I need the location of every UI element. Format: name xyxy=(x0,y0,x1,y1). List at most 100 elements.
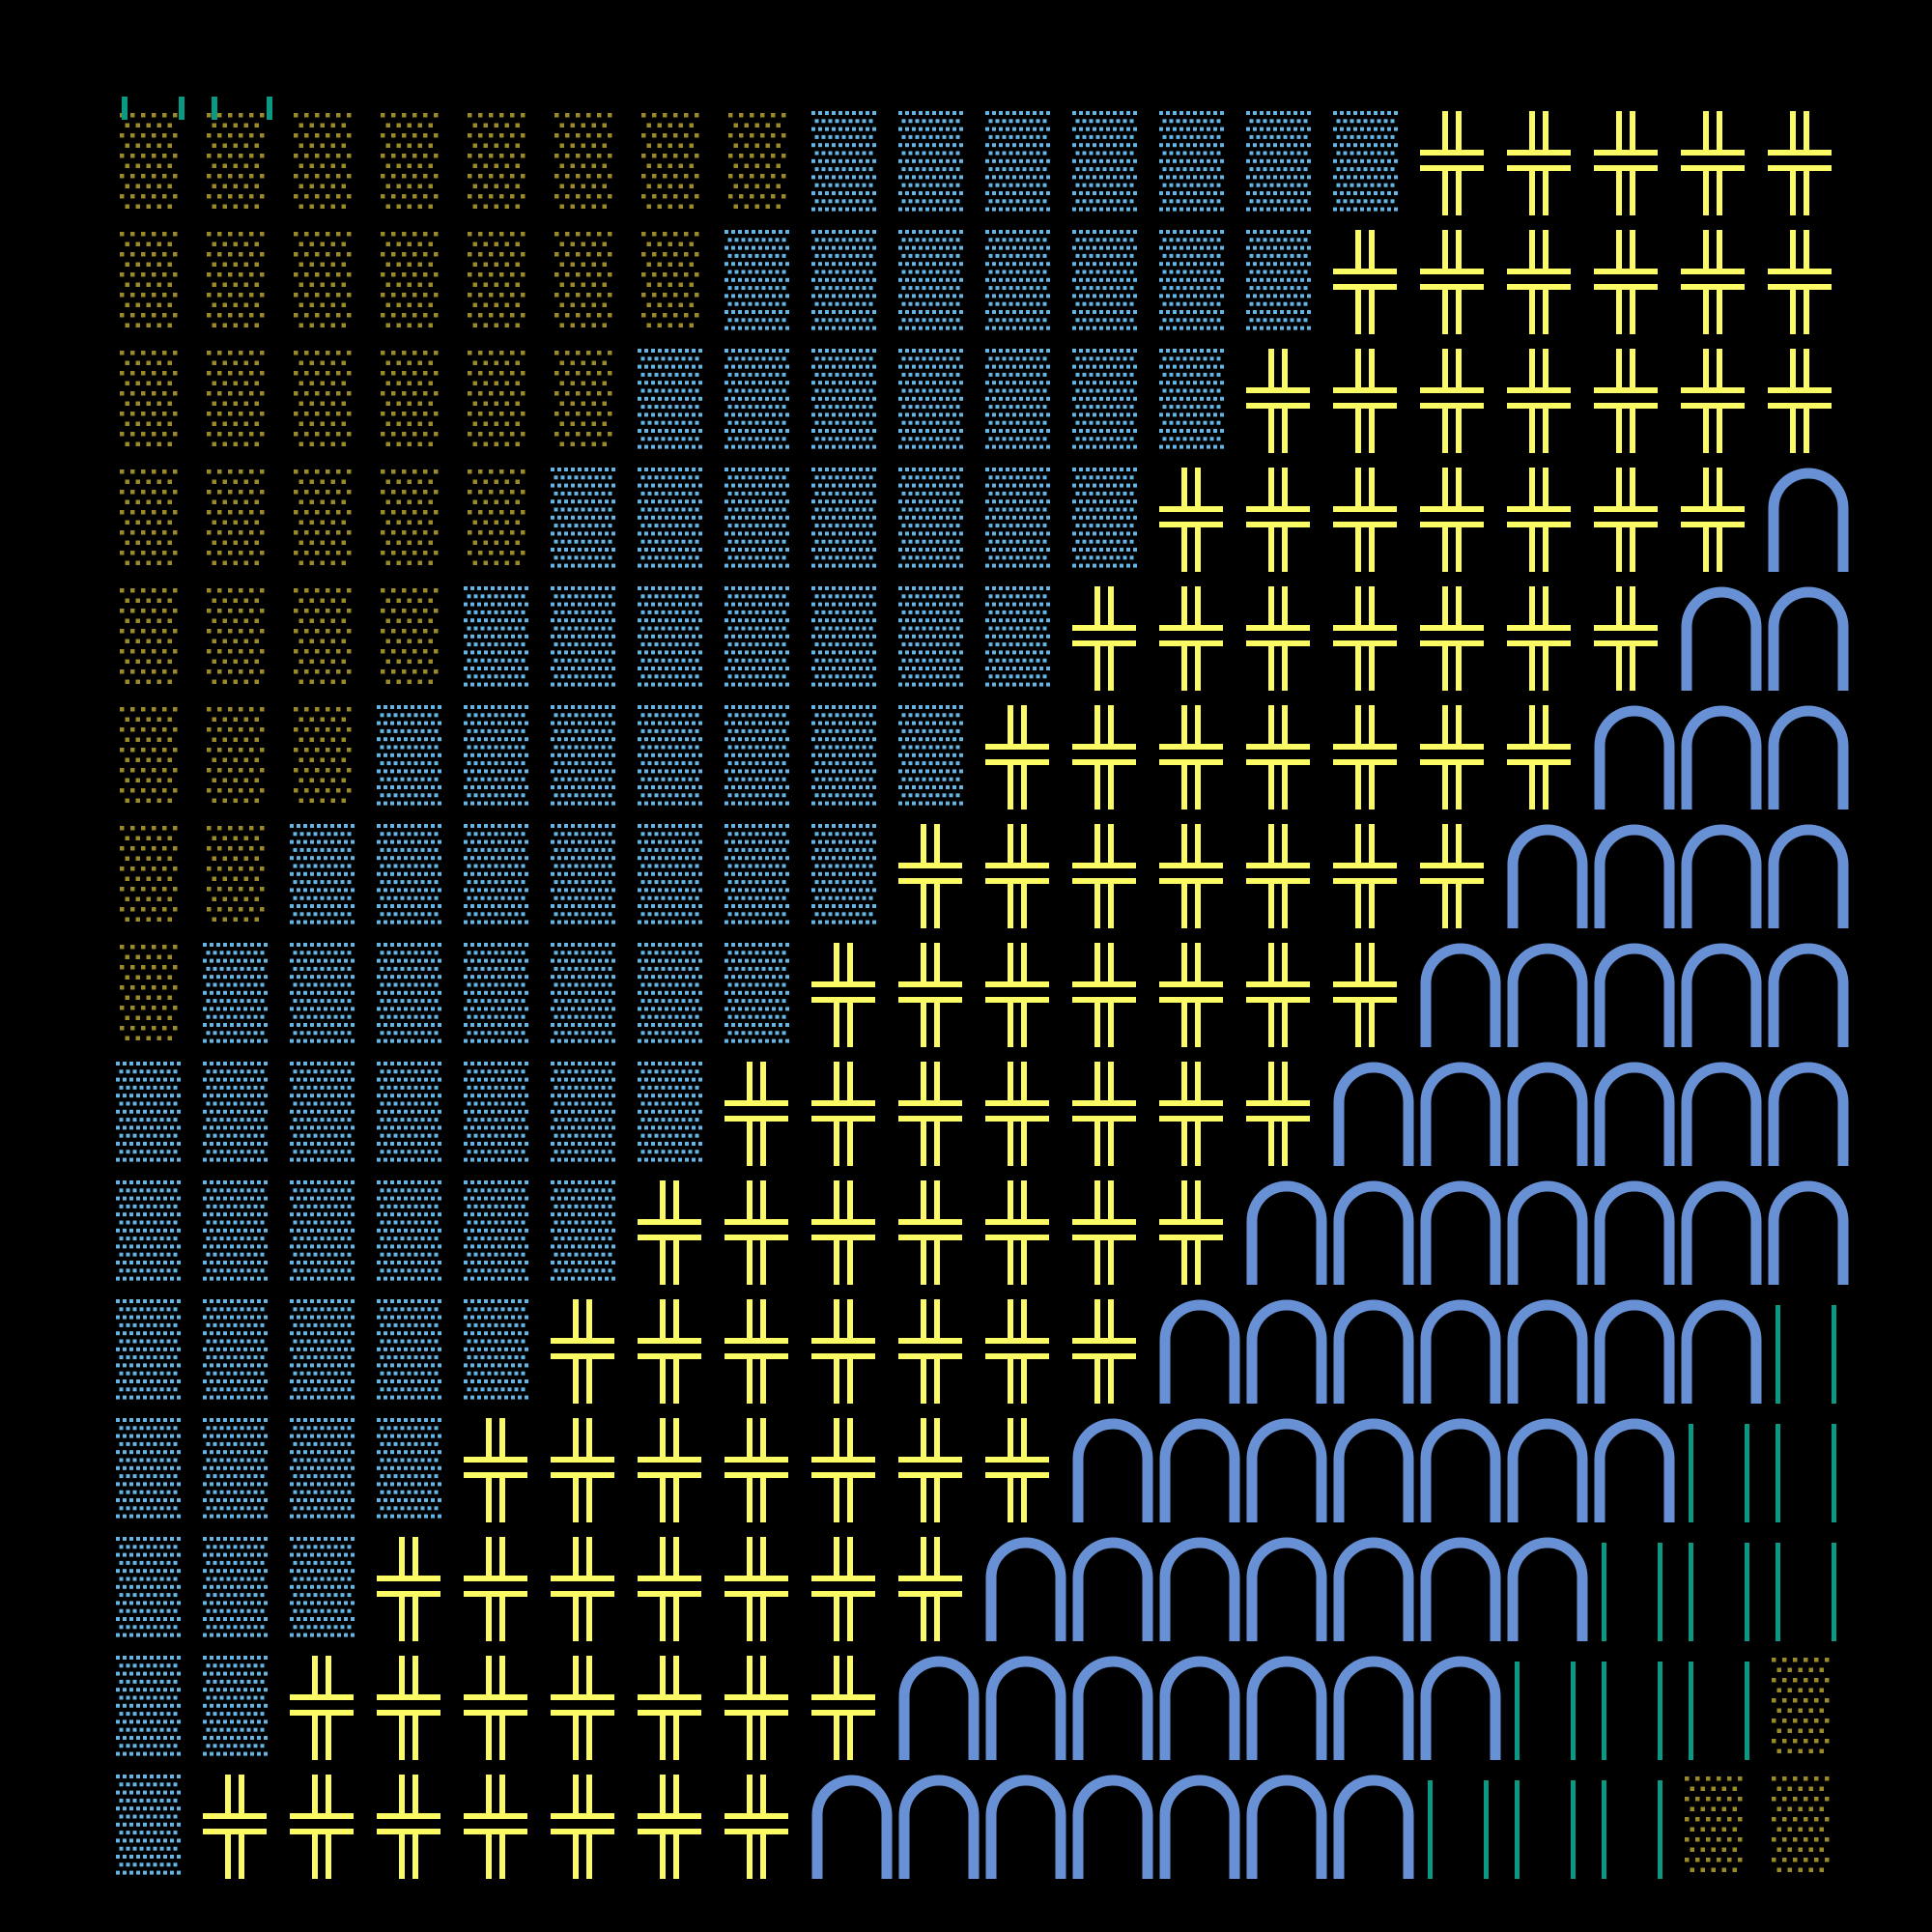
arch-tile xyxy=(1333,1775,1414,1879)
grid-tile xyxy=(985,230,1050,330)
dots-tile xyxy=(1772,1658,1830,1753)
grid-tile xyxy=(1159,111,1224,212)
dots-tile xyxy=(120,232,178,327)
bars-tile xyxy=(1515,1780,1576,1879)
cross-tile xyxy=(1159,468,1223,572)
cross-tile xyxy=(1420,111,1484,215)
cross-tile xyxy=(985,1180,1049,1285)
cross-tile xyxy=(1072,1062,1136,1166)
cross-tile xyxy=(1159,824,1223,928)
cross-tile xyxy=(985,1062,1049,1166)
grid-tile xyxy=(377,1062,441,1162)
bars-tile xyxy=(1689,1543,1749,1641)
cross-tile xyxy=(811,1537,875,1641)
bars-tile xyxy=(1602,1662,1662,1760)
grid-tile xyxy=(638,1062,702,1162)
grid-tile xyxy=(898,705,963,806)
cross-tile xyxy=(1681,468,1745,572)
arch-tile xyxy=(1681,1062,1762,1166)
dots-tile xyxy=(468,469,526,565)
bars-tile xyxy=(1515,1662,1576,1760)
cross-tile xyxy=(638,1656,701,1760)
grid-tile xyxy=(638,586,702,687)
grid-tile xyxy=(464,943,528,1043)
arch-tile xyxy=(1072,1418,1153,1522)
cross-tile xyxy=(1072,943,1136,1047)
grid-tile xyxy=(1072,468,1137,568)
cross-tile xyxy=(1507,705,1571,810)
cross-tile xyxy=(985,705,1049,810)
grid-tile xyxy=(1333,111,1398,212)
dots-tile xyxy=(728,113,786,209)
dots-tile xyxy=(294,232,352,327)
grid-tile xyxy=(116,1299,181,1400)
grid-tile xyxy=(203,1299,268,1400)
dots-tile xyxy=(207,351,265,446)
arch-tile xyxy=(1768,824,1849,928)
cross-tile xyxy=(1333,468,1397,572)
grid-tile xyxy=(1072,111,1137,212)
dots-tile xyxy=(381,113,439,209)
cross-tile xyxy=(1246,586,1310,691)
grid-tile xyxy=(811,230,876,330)
arch-tile xyxy=(1333,1537,1414,1641)
grid-tile xyxy=(811,824,876,924)
grid-tile xyxy=(898,230,963,330)
cross-tile xyxy=(551,1775,614,1879)
grid-tile xyxy=(203,1062,268,1162)
cross-tile xyxy=(1768,111,1832,215)
arch-tile xyxy=(1159,1537,1240,1641)
dots-tile xyxy=(207,469,265,565)
arch-tile xyxy=(1594,705,1675,810)
cross-tile xyxy=(1681,111,1745,215)
cross-tile xyxy=(377,1656,440,1760)
cross-tile xyxy=(638,1180,701,1285)
cross-tile xyxy=(1159,586,1223,691)
grid-tile xyxy=(724,705,789,806)
cross-tile xyxy=(1594,468,1658,572)
cross-tile xyxy=(464,1656,527,1760)
cross-tile xyxy=(898,1062,962,1166)
cross-tile xyxy=(898,1537,962,1641)
cross-tile xyxy=(638,1775,701,1879)
arch-tile xyxy=(985,1775,1066,1879)
arch-tile xyxy=(1768,586,1849,691)
cross-tile xyxy=(898,943,962,1047)
bars-tile xyxy=(1602,1543,1662,1641)
grid-tile xyxy=(203,1537,268,1637)
arch-tile xyxy=(1333,1180,1414,1285)
grid-tile xyxy=(203,1656,268,1756)
cross-tile xyxy=(1507,349,1571,453)
grid-tile xyxy=(290,943,355,1043)
cross-tile xyxy=(290,1656,354,1760)
arch-tile xyxy=(1507,1180,1588,1285)
dots-tile xyxy=(381,232,439,327)
cross-tile xyxy=(1420,705,1484,810)
grid-tile xyxy=(290,1180,355,1281)
dots-tile xyxy=(207,232,265,327)
cross-tile xyxy=(1159,1062,1223,1166)
arch-tile xyxy=(1072,1537,1153,1641)
arch-tile xyxy=(1159,1299,1240,1404)
cross-tile xyxy=(551,1537,614,1641)
dots-tile xyxy=(207,113,265,209)
cross-tile xyxy=(1594,586,1658,691)
dots-tile xyxy=(554,232,612,327)
cross-tile xyxy=(1333,230,1397,334)
dots-tile xyxy=(120,588,178,684)
arch-tile xyxy=(1420,1299,1501,1404)
dots-tile xyxy=(641,113,699,209)
cross-tile xyxy=(811,1062,875,1166)
dots-tile xyxy=(120,707,178,803)
arch-tile xyxy=(1594,824,1675,928)
dots-tile xyxy=(294,113,352,209)
arch-tile xyxy=(1507,824,1588,928)
cross-tile xyxy=(898,1180,962,1285)
cross-tile xyxy=(724,1180,788,1285)
cross-tile xyxy=(1246,349,1310,453)
arch-tile xyxy=(1594,1062,1675,1166)
grid-tile xyxy=(551,1062,615,1162)
grid-tile xyxy=(724,230,789,330)
grid-tile xyxy=(377,824,441,924)
